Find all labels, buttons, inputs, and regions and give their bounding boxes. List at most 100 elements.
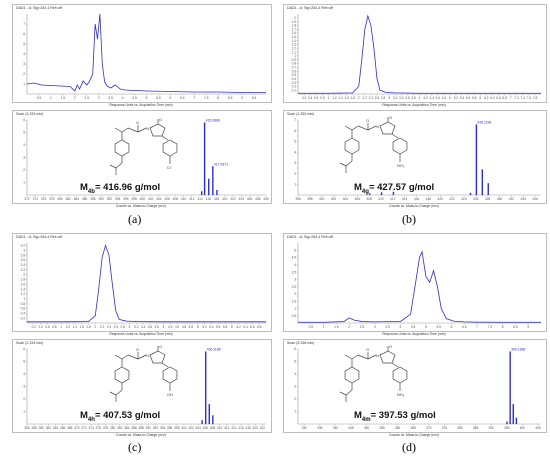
molecular-weight-a: M4b= 416.96 g/mol [80, 182, 161, 195]
x-tick-label: 4.6 [436, 96, 441, 100]
x-tick-label: 355 [379, 426, 385, 430]
x-tick-label: 406 [164, 197, 170, 201]
x-tick-label: 5.2 [454, 96, 459, 100]
x-tick-label: 358 [31, 426, 37, 430]
x-tick-label: 7.4 [521, 96, 526, 100]
y-tick-label: 1 [23, 82, 25, 86]
benzene-ring [114, 139, 130, 157]
x-tick-label: 382 [117, 426, 123, 430]
chromatogram-x-caption: Response Units vs. Acquisition Time (min… [382, 332, 446, 336]
y-tick-label: 1.2 [21, 292, 26, 296]
x-tick-label: 384 [124, 426, 130, 430]
x-tick-label: 374 [89, 426, 95, 430]
x-tick-label: 3.8 [411, 96, 416, 100]
x-tick-label: 2.5 [85, 96, 90, 100]
y-tick-label: 5 [23, 360, 25, 364]
x-tick-label: 414 [197, 197, 203, 201]
atom-label: NH₂ [397, 392, 405, 397]
x-tick-label: 6.6 [250, 325, 255, 329]
ms-x-caption: Counts vs. Mass-to-Charge (m/z) [389, 204, 439, 208]
x-tick-label: 360 [395, 426, 401, 430]
x-tick-label: 3.5 [385, 325, 390, 329]
x-tick-label: 5.6 [216, 325, 221, 329]
chromatogram-svg: 1 2 3 4 5 6 7 0.5 1 1.5 2 2.5 3 3.5 4 4.5 5 5.5 6 6.5 7 7.5 8 8… [23, 13, 266, 100]
y-tick-label: 5 [23, 131, 25, 135]
ms-header: Scan (3.153 min) [16, 112, 44, 116]
x-tick-label: 5.8 [472, 96, 477, 100]
y-tick-label: 0.2 [21, 316, 26, 320]
x-tick-label: 6.6 [496, 96, 501, 100]
y-tick-label: 3 [294, 161, 296, 165]
x-tick-label: 2.8 [120, 325, 125, 329]
y-tick-label: 7 [23, 22, 25, 26]
y-tick-label: 0.8 [21, 302, 26, 306]
atom-label: O [159, 345, 162, 349]
atom-label: O [389, 345, 392, 349]
x-tick-label: 396 [123, 197, 129, 201]
x-tick-label: 396 [167, 426, 173, 430]
x-tick-label: 6.4 [490, 96, 495, 100]
x-tick-label: 420 [438, 197, 444, 201]
y-tick-label: 0.2 [292, 85, 297, 89]
x-tick-label: 428 [255, 197, 261, 201]
x-tick-label: 5.8 [223, 325, 228, 329]
x-tick-label: 6.8 [257, 325, 262, 329]
bond [367, 354, 377, 360]
y-tick-label: 0.4 [21, 312, 26, 316]
x-tick-label: 3 [374, 325, 376, 329]
lactam-ring [149, 350, 166, 364]
y-tick-label: 4.5 [292, 256, 297, 260]
x-tick-label: 374 [33, 197, 39, 201]
molecular-weight-d: M4m= 397.53 g/mol [354, 410, 436, 423]
y-tick-label: 1.3 [292, 43, 297, 47]
x-tick-label: 400 [140, 197, 146, 201]
x-tick-label: 418 [246, 426, 252, 430]
y-tick-label: 6 [23, 118, 25, 122]
bond [339, 391, 347, 396]
x-tick-label: 2 [74, 96, 76, 100]
y-tick-label: 6 [23, 32, 25, 36]
x-tick-label: 1.4 [73, 325, 78, 329]
x-tick-label: 330 [302, 426, 308, 430]
y-tick-label: 6 [294, 129, 296, 133]
x-tick-label: 2.4 [369, 96, 374, 100]
y-tick-label: 1.5 [292, 299, 297, 303]
y-tick-label: 0.6 [21, 307, 26, 311]
x-tick-label: 414 [402, 197, 408, 201]
peak-label: 417.0871 [214, 162, 228, 166]
x-tick-label: 4 [399, 325, 401, 329]
x-tick-label: 416 [414, 197, 420, 201]
ms-svg: 1 2 3 4 5 6 7 396 398 400 402 404 406 408 410 412 414 416… [294, 118, 541, 201]
ms-header: Scan (2.353 min) [287, 112, 315, 116]
x-tick-label: 5 [449, 96, 451, 100]
x-tick-label: 404 [343, 197, 349, 201]
y-tick-label: 1.7 [292, 27, 297, 31]
structure-4h: O N O OH [109, 345, 178, 402]
y-tick-label: 1.6 [21, 282, 26, 286]
x-tick-label: 7.6 [527, 96, 532, 100]
x-tick-label: 5.6 [466, 96, 471, 100]
x-tick-label: 7.2 [514, 96, 519, 100]
x-tick-label: 404 [156, 197, 162, 201]
bond [109, 391, 117, 396]
atom-label: N [376, 124, 379, 129]
x-tick-label: 3.2 [393, 96, 398, 100]
bond [345, 160, 353, 167]
x-tick-label: 390 [146, 426, 152, 430]
y-tick-label: 4 [23, 372, 25, 376]
x-tick-label: 396 [295, 197, 301, 201]
panel-label-b: (b) [402, 212, 416, 226]
molecular-weight-c: M4h= 407.53 g/mol [80, 410, 161, 423]
bond [127, 354, 139, 360]
bond [344, 354, 353, 360]
x-tick-label: 422 [449, 197, 455, 201]
x-tick-label: 410 [217, 426, 223, 430]
x-tick-label: 0.6 [314, 96, 319, 100]
x-tick-label: 405 [535, 426, 541, 430]
x-tick-label: 4.2 [168, 325, 173, 329]
x-tick-label: 400 [319, 197, 325, 201]
bond [391, 362, 399, 368]
bond [161, 135, 169, 141]
bond [127, 127, 139, 133]
